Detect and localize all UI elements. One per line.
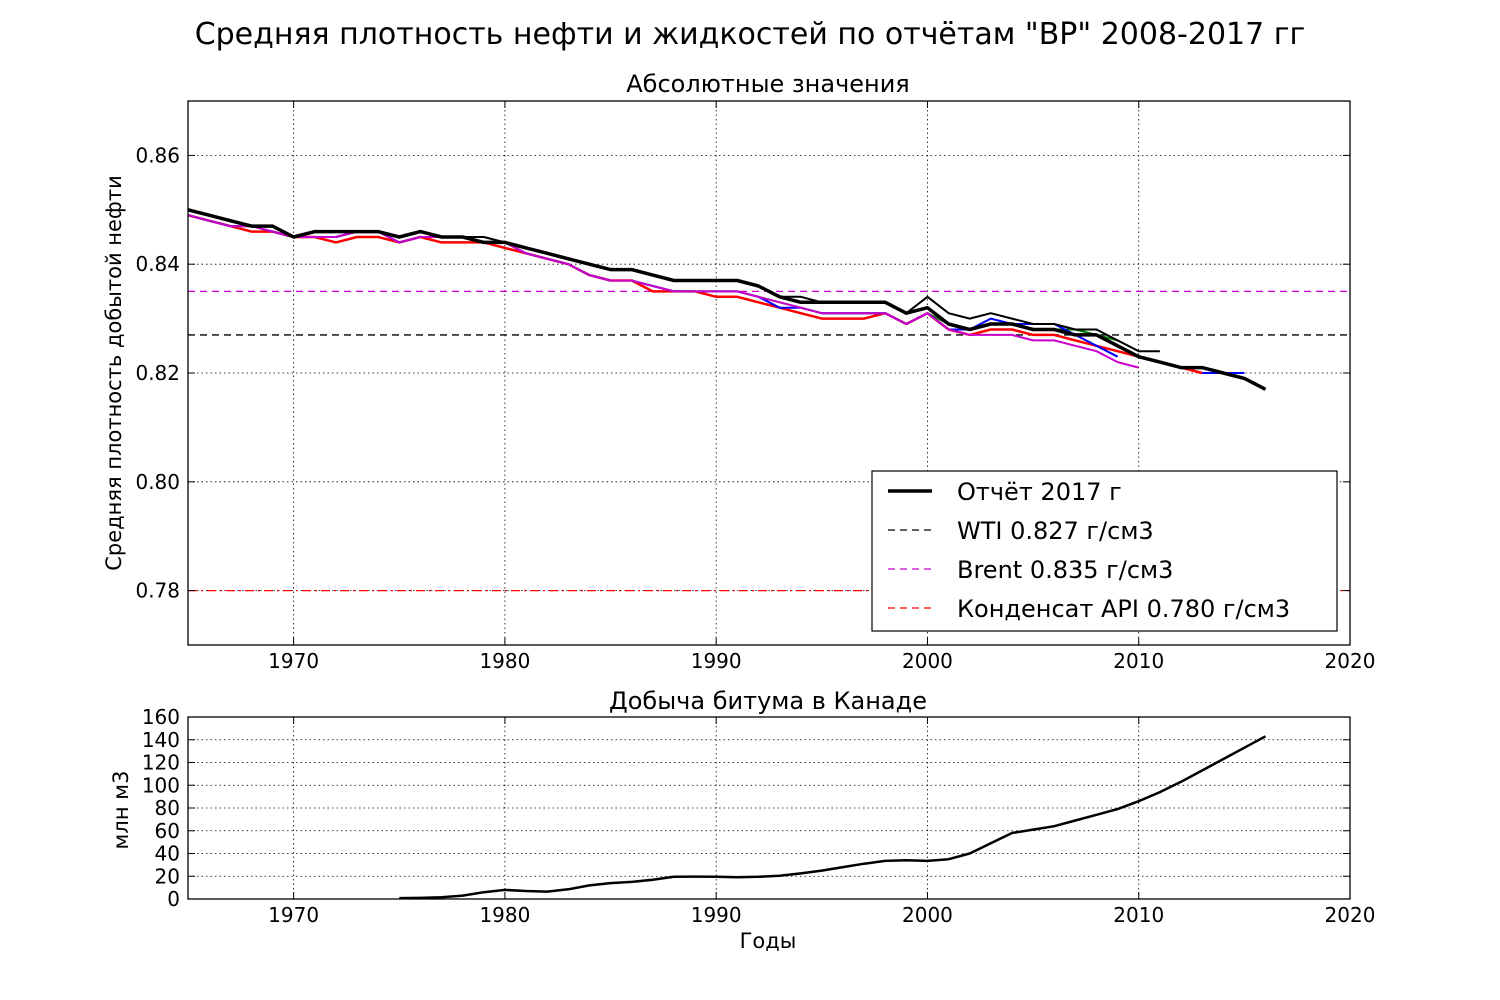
bitumen-y-tick-label: 80 [155,796,180,820]
density-y-axis-label: Средняя плотность добытой нефти [102,175,126,571]
density-x-tick-label: 1970 [268,649,319,673]
bitumen-y-tick-label: 140 [142,728,180,752]
bitumen-y-axis-label: млн м3 [109,771,133,850]
density-series-line [187,208,1267,391]
bitumen-y-tick-label: 100 [142,773,180,797]
density-x-tick-label: 1990 [691,649,742,673]
bitumen-chart: Добыча битума в Канаде 1970 1980 1990 2000 2… [109,687,1375,953]
legend-box [871,470,1338,632]
density-x-tick-label: 2000 [902,649,953,673]
bitumen-x-tick-label: 2020 [1325,903,1376,927]
density-series-line [187,214,1139,369]
density-x-tick-label: 2020 [1325,649,1376,673]
bitumen-y-tick-label: 160 [142,705,180,729]
bitumen-y-tick-label: 20 [155,864,180,888]
density-y-tick-label: 0.84 [135,252,180,276]
density-chart-title: Абсолютные значения [626,70,910,98]
bitumen-y-tick-label: 60 [155,819,180,843]
bitumen-y-tick-label: 40 [155,842,180,866]
density-x-tick-label: 2010 [1113,649,1164,673]
bitumen-x-ticks: 1970 1980 1990 2000 2010 2020 [268,717,1375,927]
legend-label-report-2017: Отчёт 2017 г [957,478,1122,506]
bitumen-y-tick-label: 120 [142,751,180,775]
density-series [187,208,1267,391]
bitumen-x-axis-label: Годы [740,929,797,953]
legend-label-brent: Brent 0.835 г/см3 [957,556,1173,584]
bitumen-x-tick-label: 1970 [268,903,319,927]
bitumen-x-tick-label: 1980 [479,903,530,927]
density-y-tick-label: 0.86 [135,143,180,167]
density-x-ticks: 1970 1980 1990 2000 2010 2020 [268,101,1375,673]
bitumen-x-tick-label: 2000 [902,903,953,927]
bitumen-y-tick-label: 0 [167,887,180,911]
bitumen-x-tick-label: 1990 [691,903,742,927]
figure-title: Средняя плотность нефти и жидкостей по о… [195,17,1306,52]
bitumen-series-line [399,735,1267,900]
legend-label-wti: WTI 0.827 г/см3 [957,517,1154,545]
density-chart: Абсолютные значения 1970 1980 1990 2000 2010… [102,70,1375,673]
density-y-tick-label: 0.80 [135,470,180,494]
bitumen-series [399,735,1267,900]
density-y-ticks: 0.78 0.80 0.82 0.84 0.86 [135,143,1350,603]
bitumen-chart-title: Добыча битума в Канаде [609,687,927,715]
density-x-tick-label: 1980 [479,649,530,673]
legend: Отчёт 2017 г WTI 0.827 г/см3 Brent 0.835… [871,470,1338,632]
bitumen-x-tick-label: 2010 [1113,903,1164,927]
density-y-tick-label: 0.82 [135,361,180,385]
legend-label-condensate: Конденсат API 0.780 г/см3 [957,595,1290,623]
density-y-tick-label: 0.78 [135,579,180,603]
